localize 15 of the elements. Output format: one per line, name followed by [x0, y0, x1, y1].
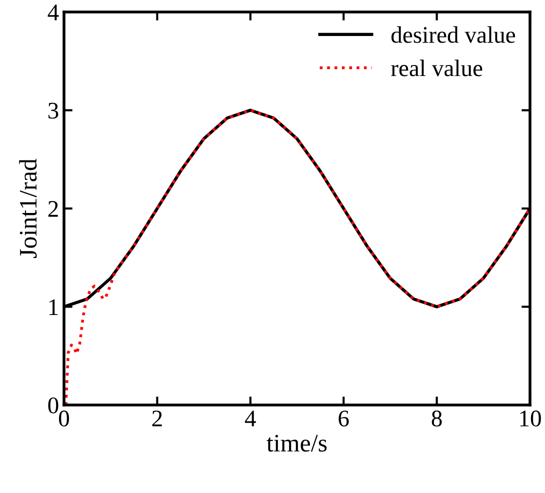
- x-tick-label: 6: [338, 410, 349, 426]
- x-tick-label: 8: [432, 410, 442, 426]
- y-tick-label: 0: [48, 397, 58, 414]
- y-tick-label: 3: [48, 102, 58, 119]
- y-tick-label: 4: [48, 4, 59, 20]
- y-axis-title: Joint1/rad: [19, 158, 37, 258]
- y-tick-label: 1: [49, 299, 58, 315]
- legend-label: desired value: [391, 26, 516, 43]
- x-axis-title: time/s: [266, 434, 327, 452]
- x-tick-label: 10: [520, 410, 541, 426]
- x-tick-label: 2: [152, 410, 162, 426]
- legend-label: real value: [391, 60, 482, 76]
- x-tick-label: 0: [58, 410, 70, 426]
- x-tick-label: 4: [244, 410, 256, 426]
- y-tick-label: 2: [48, 201, 58, 217]
